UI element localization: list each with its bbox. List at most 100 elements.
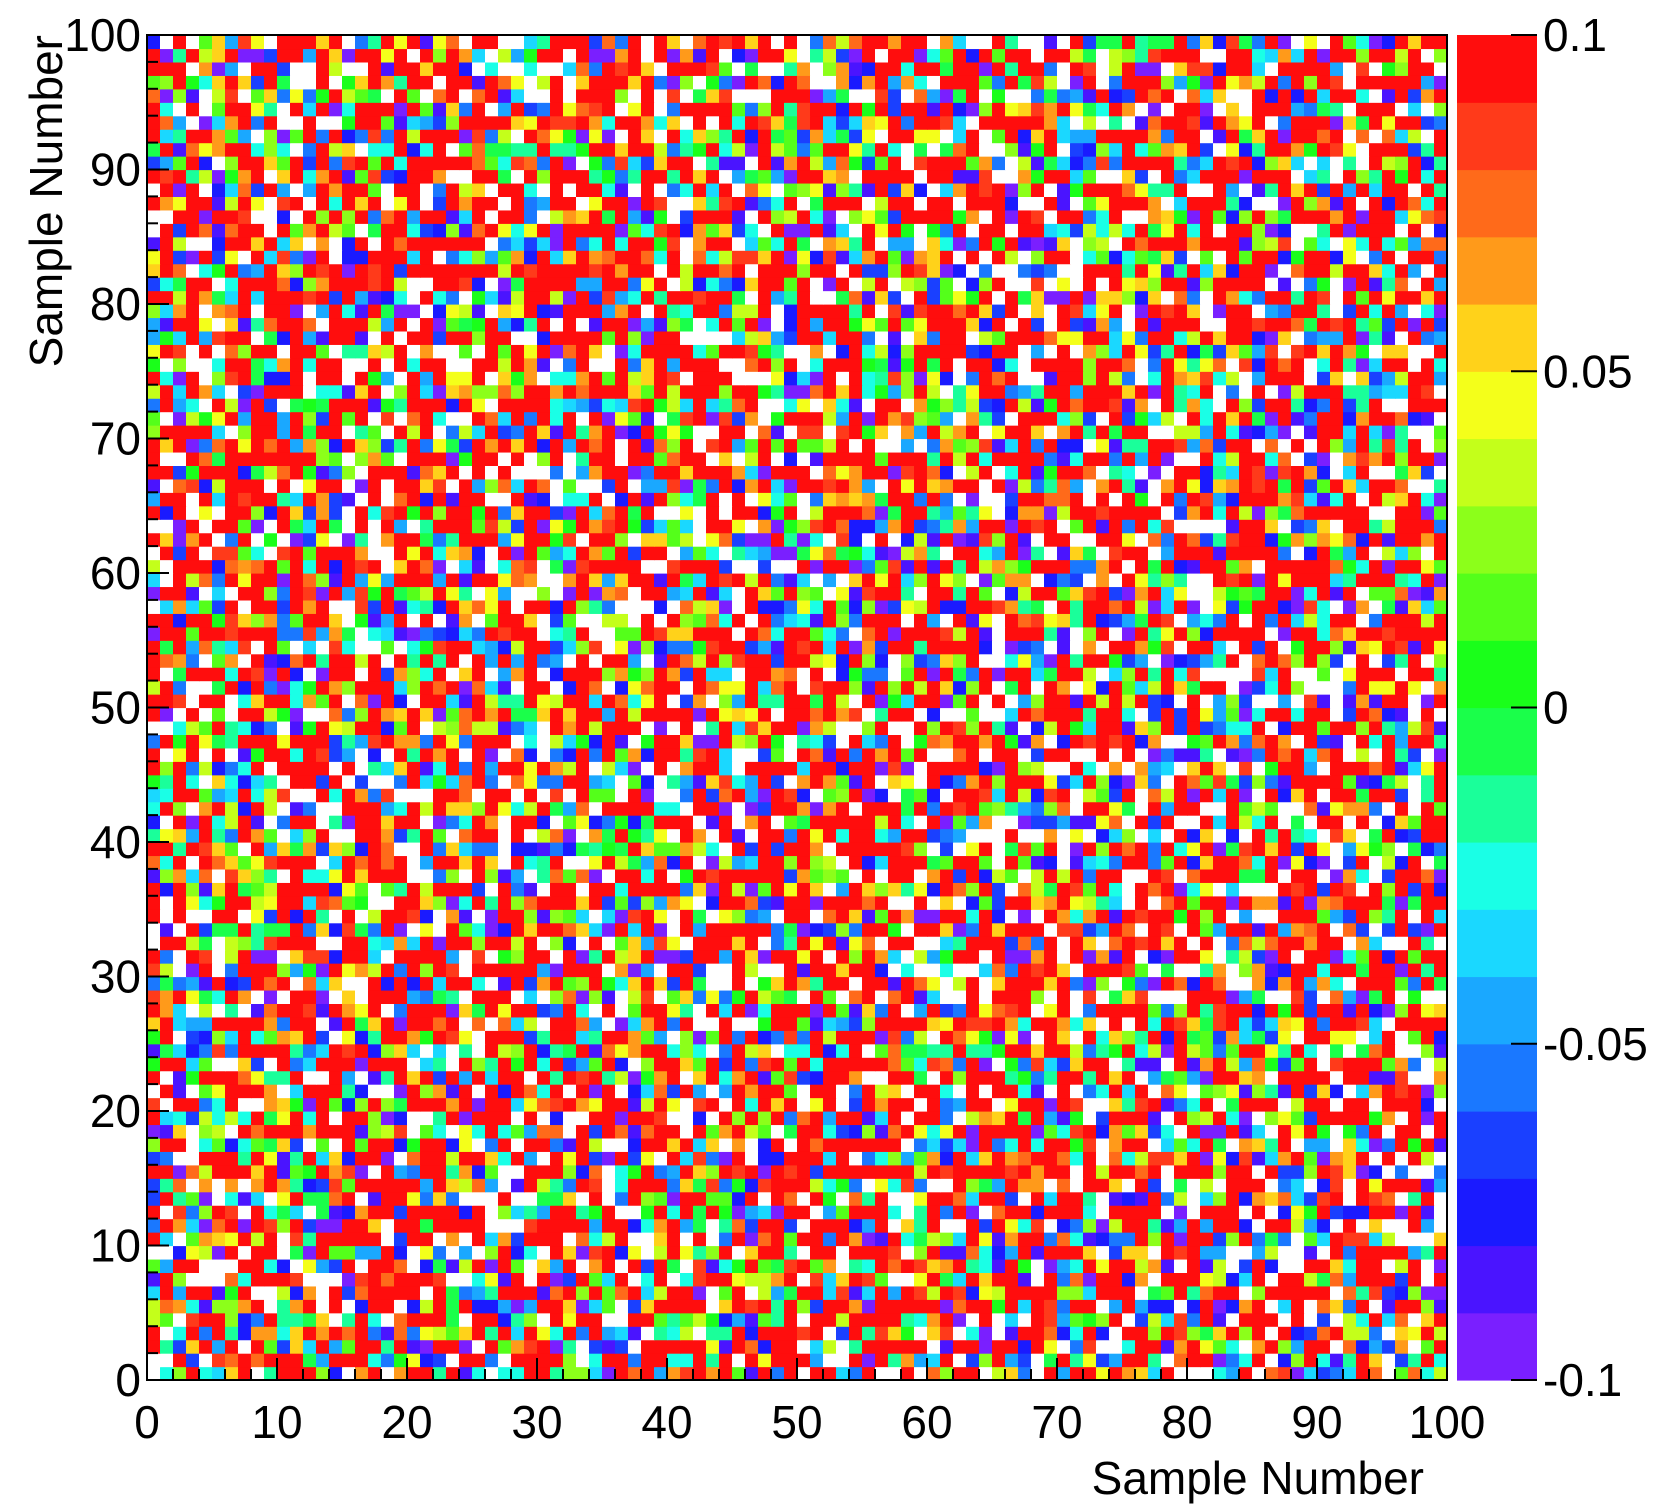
heatmap-cell [498, 1326, 512, 1341]
heatmap-cell [173, 1366, 187, 1381]
heatmap-cell [1304, 1137, 1318, 1152]
heatmap-cell [914, 1272, 928, 1287]
heatmap-cell [953, 1070, 967, 1085]
heatmap-cell [1096, 882, 1110, 897]
heatmap-cell [1265, 842, 1279, 857]
heatmap-cell [719, 855, 733, 870]
heatmap-cell [342, 828, 356, 843]
heatmap-cell [693, 1043, 707, 1058]
heatmap-cell [316, 828, 330, 843]
heatmap-cell [1304, 963, 1318, 978]
heatmap-cell [186, 936, 200, 951]
heatmap-cell [1161, 747, 1175, 762]
heatmap-cell [472, 1366, 486, 1381]
heatmap-cell [1304, 707, 1318, 722]
heatmap-cell [160, 1016, 174, 1031]
heatmap-cell [1148, 1191, 1162, 1206]
heatmap-cell [1343, 1097, 1357, 1112]
heatmap-cell [537, 1285, 551, 1300]
heatmap-cell [485, 1003, 499, 1018]
heatmap-cell [550, 936, 564, 951]
heatmap-cell [1213, 788, 1227, 803]
heatmap-cell [1083, 1326, 1097, 1341]
heatmap-cell [1278, 895, 1292, 910]
heatmap-cell [628, 815, 642, 830]
heatmap-cell [1109, 1084, 1123, 1099]
heatmap-cell [160, 1030, 174, 1045]
heatmap-cell [1018, 1326, 1032, 1341]
heatmap-cell [667, 1245, 681, 1260]
heatmap-cell [1408, 1285, 1422, 1300]
heatmap-cell [368, 1057, 382, 1072]
heatmap-cell [1031, 1312, 1045, 1327]
heatmap-cell [784, 1057, 798, 1072]
heatmap-cell [1174, 1191, 1188, 1206]
heatmap-cell [407, 989, 421, 1004]
heatmap-cell [1122, 761, 1136, 776]
heatmap-cell [706, 1111, 720, 1126]
heatmap-cell [485, 1245, 499, 1260]
heatmap-cell [420, 1285, 434, 1300]
heatmap-cell [719, 1353, 733, 1368]
heatmap-cell [173, 1353, 187, 1368]
heatmap-cell [576, 1124, 590, 1139]
heatmap-cell [1226, 842, 1240, 857]
heatmap-cell [888, 734, 902, 749]
heatmap-cell [810, 909, 824, 924]
heatmap-cell [810, 1003, 824, 1018]
heatmap-cell [1096, 734, 1110, 749]
heatmap-cell [1317, 1339, 1331, 1354]
heatmap-cell [329, 1030, 343, 1045]
heatmap-cell [550, 1111, 564, 1126]
heatmap-cell [199, 1084, 213, 1099]
heatmap-cell [901, 734, 915, 749]
heatmap-cell [342, 895, 356, 910]
heatmap-cell [914, 815, 928, 830]
heatmap-cell [147, 801, 161, 816]
heatmap-cell [784, 949, 798, 964]
heatmap-cell [901, 1178, 915, 1193]
heatmap-cell [1031, 1057, 1045, 1072]
heatmap-cell [758, 842, 772, 857]
heatmap-cell [1239, 1326, 1253, 1341]
heatmap-cell [1148, 1326, 1162, 1341]
heatmap-cell [628, 1151, 642, 1166]
heatmap-cell [1226, 801, 1240, 816]
heatmap-cell [888, 936, 902, 951]
heatmap-cell [199, 801, 213, 816]
heatmap-cell [524, 1191, 538, 1206]
heatmap-cell [173, 720, 187, 735]
heatmap-cell [1343, 815, 1357, 830]
heatmap-cell [1343, 1285, 1357, 1300]
heatmap-cell [784, 1258, 798, 1273]
heatmap-cell [537, 815, 551, 830]
heatmap-cell [732, 1299, 746, 1314]
heatmap-cell [264, 828, 278, 843]
heatmap-cell [602, 761, 616, 776]
heatmap-cell [680, 1097, 694, 1112]
heatmap-cell [511, 1164, 525, 1179]
heatmap-cell [888, 1299, 902, 1314]
heatmap-cell [706, 1258, 720, 1273]
heatmap-cell [563, 747, 577, 762]
heatmap-cell [1187, 788, 1201, 803]
heatmap-cell [563, 1191, 577, 1206]
heatmap-cell [1369, 1339, 1383, 1354]
heatmap-cell [160, 720, 174, 735]
heatmap-cell [563, 1178, 577, 1193]
heatmap-cell [303, 868, 317, 883]
heatmap-cell [875, 761, 889, 776]
heatmap-cell [264, 1164, 278, 1179]
heatmap-cell [420, 707, 434, 722]
heatmap-cell [537, 788, 551, 803]
heatmap-cell [225, 1258, 239, 1273]
heatmap-cell [797, 895, 811, 910]
heatmap-cell [407, 868, 421, 883]
heatmap-cell [654, 1353, 668, 1368]
heatmap-cell [1070, 707, 1084, 722]
heatmap-cell [251, 842, 265, 857]
heatmap-cell [550, 1043, 564, 1058]
heatmap-cell [953, 989, 967, 1004]
heatmap-cell [1122, 1164, 1136, 1179]
heatmap-cell [1109, 1218, 1123, 1233]
